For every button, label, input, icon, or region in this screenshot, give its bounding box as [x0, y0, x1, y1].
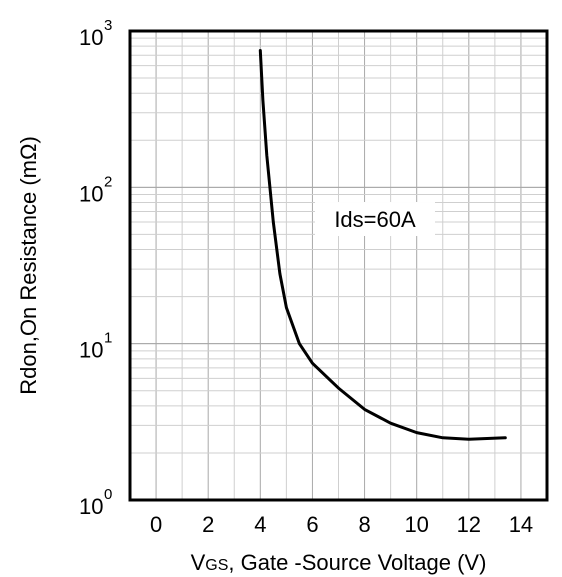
y-tick: 10 1: [79, 330, 112, 363]
x-tick-label: 0: [150, 512, 162, 537]
x-tick-label: 10: [404, 512, 428, 537]
annotation-ids: Ids=60A: [334, 207, 416, 232]
x-tick-label: 6: [306, 512, 318, 537]
y-tick: 10 0: [79, 486, 112, 519]
x-axis-label: VGS, Gate -Source Voltage (V): [191, 550, 487, 575]
y-tick-exponent: 1: [104, 330, 112, 347]
x-tick-label: 12: [457, 512, 481, 537]
plot-frame: [128, 29, 549, 502]
x-axis-label-v: V: [191, 550, 206, 575]
y-tick-label: 10: [79, 181, 103, 206]
series-line: [258, 49, 507, 441]
x-tick-label: 2: [202, 512, 214, 537]
y-tick-exponent: 3: [104, 17, 112, 34]
y-tick: 10 3: [79, 17, 112, 50]
x-axis-label-subscript: GS: [205, 557, 228, 574]
annotation-background: [314, 202, 435, 237]
y-tick-exponent: 0: [104, 486, 112, 503]
y-tick-label: 10: [79, 338, 103, 363]
x-axis-ticks: 0 2 4 6 8 10 12 14: [150, 512, 533, 537]
y-axis-label: Rdon,On Resistance (mΩ): [16, 136, 41, 395]
series-layer: [258, 49, 507, 441]
y-tick-label: 10: [79, 25, 103, 50]
y-tick-label: 10: [79, 494, 103, 519]
y-tick: 10 2: [79, 173, 112, 206]
x-axis-label-rest: , Gate -Source Voltage (V): [228, 550, 486, 575]
x-tick-label: 8: [358, 512, 370, 537]
grid: [129, 30, 547, 501]
x-tick-label: 4: [254, 512, 266, 537]
x-tick-label: 14: [509, 512, 533, 537]
y-tick-exponent: 2: [104, 173, 112, 190]
annotation-layer: Ids=60A: [314, 202, 435, 237]
